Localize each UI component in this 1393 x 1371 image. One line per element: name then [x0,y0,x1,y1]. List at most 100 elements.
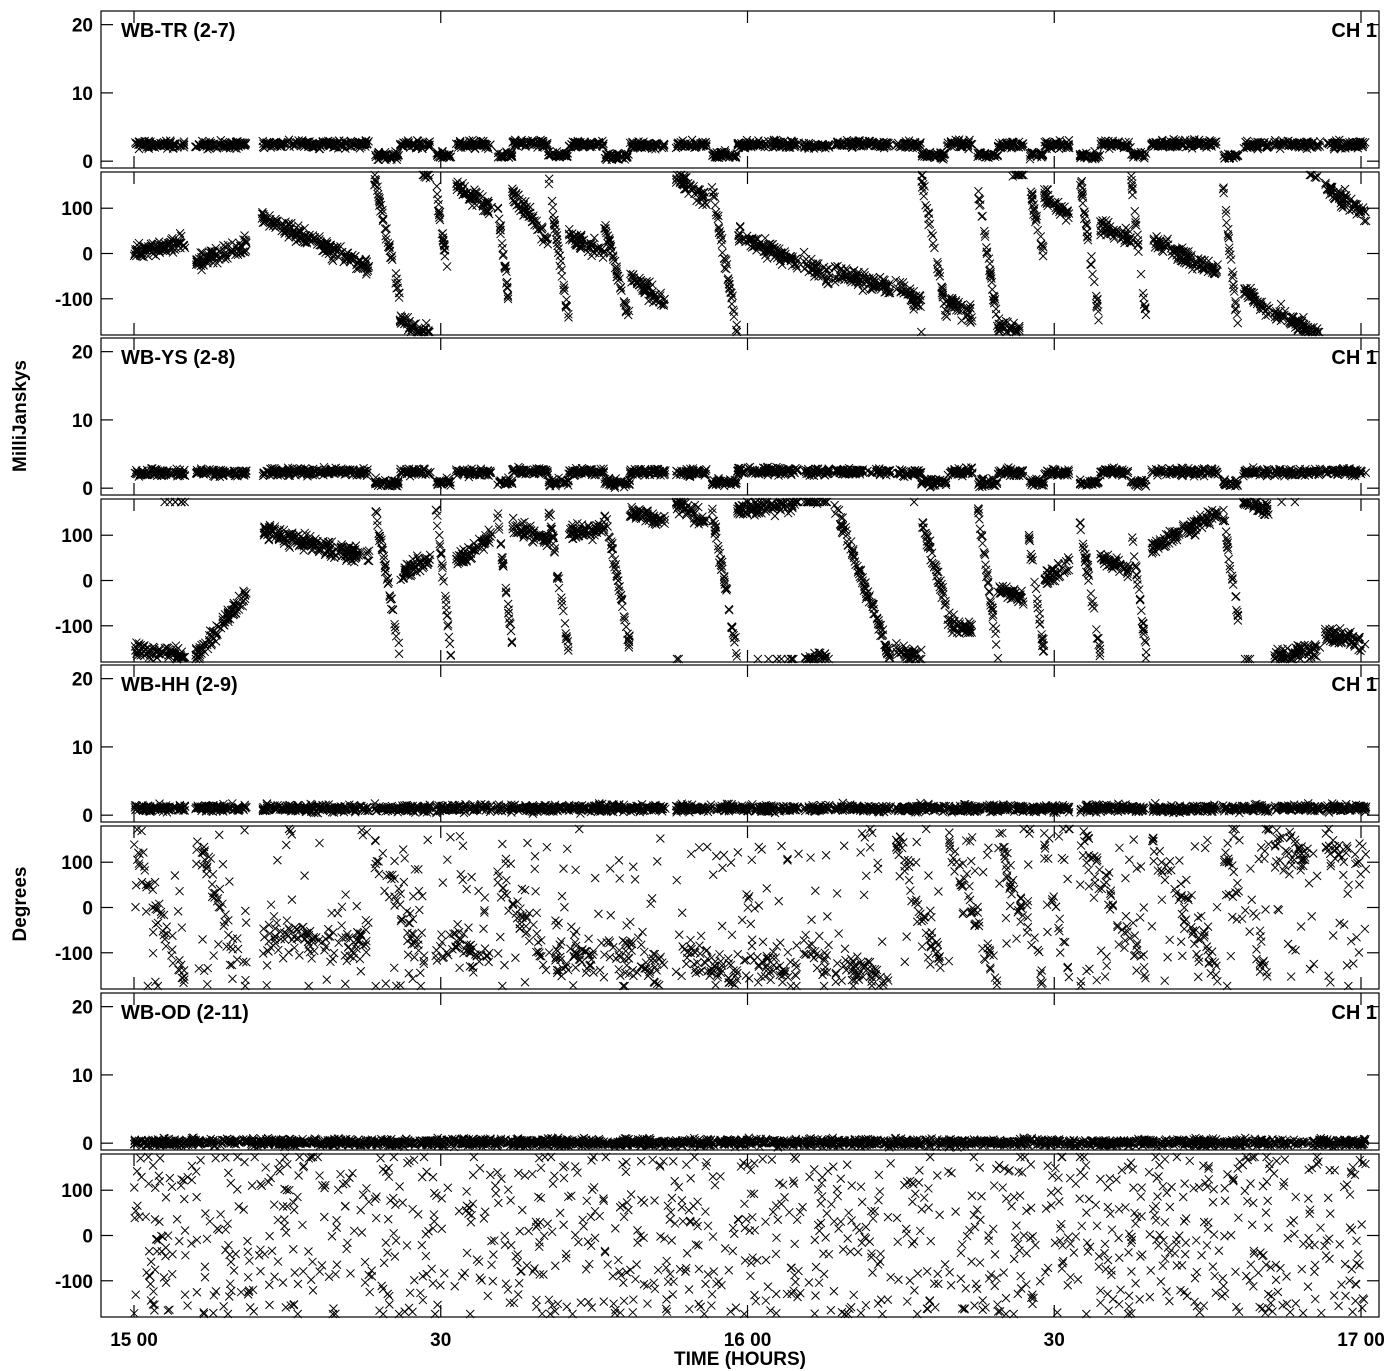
amplitude-point [284,135,294,145]
phase-point [498,243,507,253]
phase-point [547,196,557,206]
phase-point [1089,277,1099,287]
amplitude-point [149,142,158,152]
phase-point [1126,171,1136,181]
amplitude-point [374,151,384,161]
phase-point [1128,190,1137,200]
amplitude-point [210,141,220,150]
amplitude-point [225,139,235,149]
amplitude-point [409,141,419,150]
phase-point [1086,260,1095,269]
phase-point [717,240,727,249]
amplitude-point [161,136,171,146]
amplitude-point [235,138,245,147]
amplitude-point [388,150,398,160]
amplitude-point [397,139,407,149]
phase-point [987,285,997,294]
amplitude-point [396,139,405,149]
phase-point [976,200,985,209]
phase-series [129,170,1371,337]
amplitude-point [224,140,234,149]
amplitude-point [314,140,324,149]
phase-point [927,228,936,238]
amplitude-point [269,138,278,148]
phase-point [432,189,442,199]
phase-point [1133,230,1142,240]
phase-point [391,269,401,278]
phase-point [1087,252,1096,261]
phase-point [434,199,443,209]
amplitude-point [403,136,413,145]
phase-point [978,211,987,221]
amplitude-point [309,141,319,151]
amplitude-point [241,140,250,149]
amplitude-panel-frame [100,992,1380,1151]
phase-point [175,228,185,238]
amplitude-point [318,139,328,149]
phase-point [438,228,448,238]
phase-point [1361,216,1371,226]
phase-point [1093,294,1102,304]
amplitude-point [411,142,421,152]
phase-point [1223,224,1233,234]
amplitude-point [170,140,179,150]
phase-point [1088,269,1097,279]
phase-point [1130,206,1140,216]
amplitude-point [393,151,403,160]
phase-point [974,186,983,196]
amplitude-point [231,137,241,147]
amplitude-series [130,134,1370,165]
phase-point [493,204,503,214]
phase-point [718,248,727,258]
phase-point [707,182,717,192]
amplitude-point [364,137,373,146]
amplitude-point [294,136,303,145]
phase-panel-frame [100,1153,1380,1318]
amplitude-point [390,149,400,159]
phase-point [557,265,566,275]
phase-point [556,256,566,266]
phase-point [442,262,452,271]
phase-point [917,171,926,181]
phase-point [1094,315,1103,325]
phase-point [394,293,404,302]
amplitude-point [179,137,189,146]
phase-point [1233,318,1243,328]
amplitude-point [218,141,228,151]
amplitude-panel-frame [100,10,1380,169]
phase-point [921,200,930,210]
amplitude-point [297,136,307,145]
amplitude-point [223,139,232,149]
amplitude-point [135,140,145,149]
phase-point [1219,183,1228,192]
phase-point [555,251,565,261]
phase-point [370,180,380,189]
amplitude-point [156,138,166,148]
phase-point [799,247,809,257]
amplitude-point [276,140,286,150]
phase-point [554,244,564,253]
phase-point [1222,218,1231,228]
amplitude-point [306,140,316,149]
phase-point [562,295,571,305]
amplitude-point [130,138,140,147]
amplitude-point [192,142,202,152]
phase-point [502,277,512,287]
amplitude-point [289,141,299,151]
phase-point [1141,310,1151,320]
phase-point [1276,299,1286,309]
phase-point [392,283,401,293]
amplitude-point [358,138,368,148]
amplitude-series [130,462,1371,493]
amplitude-panel-frame [100,337,1380,496]
phase-point [1226,255,1236,264]
phase-point [919,191,929,201]
amplitude-point [334,136,344,146]
phase-point [1140,303,1150,312]
amplitude-point [202,139,212,149]
phase-point [619,298,629,308]
amplitude-point [208,141,218,151]
phase-point [553,248,563,258]
amplitude-point [404,137,413,147]
